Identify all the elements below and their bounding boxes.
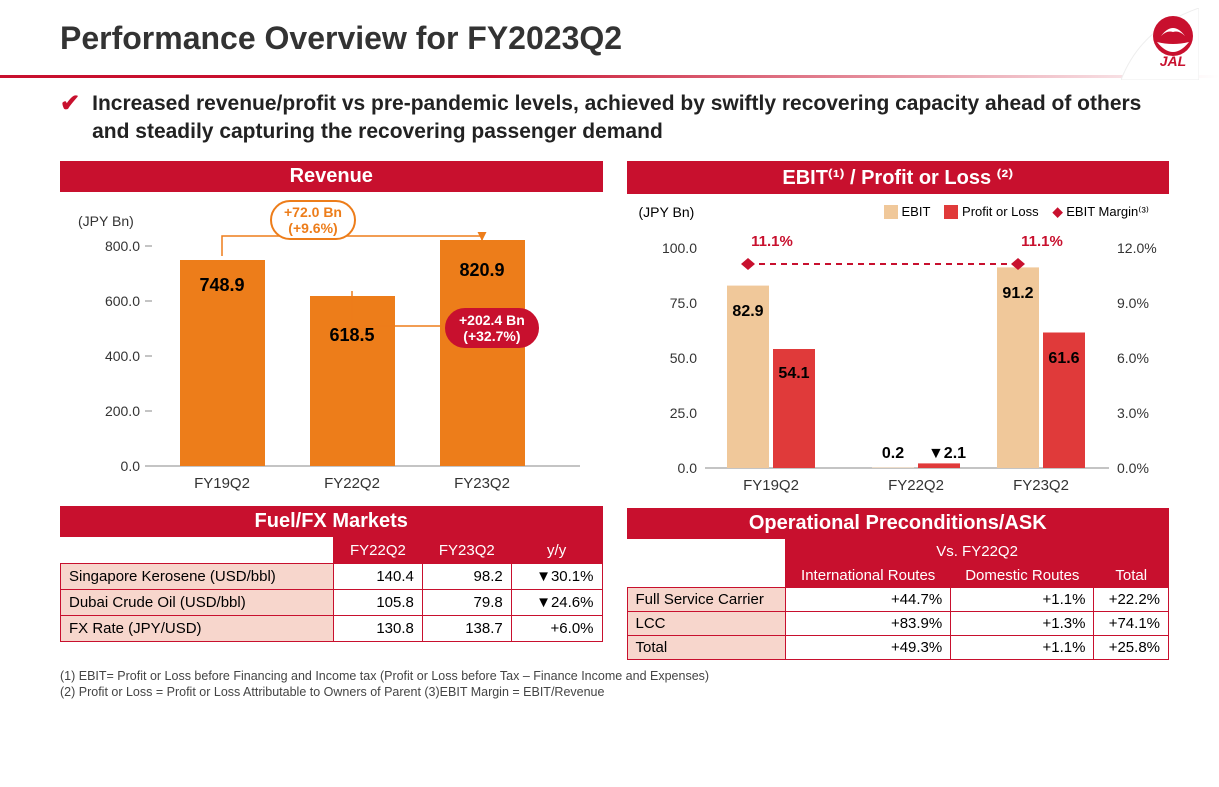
ebit-chart: (JPY Bn) EBIT Profit or Loss ◆ EBIT Marg… [627,198,1170,508]
svg-text:FY19Q2: FY19Q2 [194,475,250,492]
svg-text:FY19Q2: FY19Q2 [743,477,799,494]
summary-bullet: Increased revenue/profit vs pre-pandemic… [92,90,1169,147]
header-divider [0,75,1219,78]
svg-text:600.0: 600.0 [105,293,140,309]
svg-text:618.5: 618.5 [329,325,374,345]
svg-text:0.0: 0.0 [677,460,697,476]
svg-text:6.0%: 6.0% [1117,350,1149,366]
svg-text:12.0%: 12.0% [1117,240,1157,256]
svg-text:54.1: 54.1 [778,365,809,382]
svg-text:0.2: 0.2 [881,445,903,462]
svg-text:3.0%: 3.0% [1117,405,1149,421]
table-row: Singapore Kerosene (USD/bbl) 140.4 98.2 … [61,563,603,589]
svg-text:11.1%: 11.1% [751,233,793,250]
svg-text:75.0: 75.0 [669,295,696,311]
svg-text:400.0: 400.0 [105,348,140,364]
svg-text:100.0: 100.0 [661,240,696,256]
table-row: Dubai Crude Oil (USD/bbl) 105.8 79.8 ▼24… [61,589,603,615]
revenue-header: Revenue [60,161,603,192]
svg-text:820.9: 820.9 [459,260,504,280]
ask-table: Vs. FY22Q2 International Routes Domestic… [627,539,1170,660]
ebit-legend: EBIT Profit or Loss ◆ EBIT Margin⁽³⁾ [884,204,1149,220]
svg-text:FY22Q2: FY22Q2 [324,475,380,492]
svg-text:82.9: 82.9 [732,303,763,320]
svg-text:91.2: 91.2 [1002,285,1033,302]
revenue-chart: (JPY Bn) 0.0 200.0 400.0 600.0 800.0 [60,196,603,506]
ebit-unit-label: (JPY Bn) [639,204,695,220]
svg-text:11.1%: 11.1% [1021,233,1063,250]
fuel-header: Fuel/FX Markets [60,506,603,537]
footnotes: (1) EBIT= Profit or Loss before Financin… [60,668,1169,701]
table-row: Total +49.3% +1.1% +25.8% [627,635,1169,659]
table-row: FX Rate (JPY/USD) 130.8 138.7 +6.0% [61,615,603,641]
svg-text:748.9: 748.9 [199,275,244,295]
page-title: Performance Overview for FY2023Q2 [60,20,622,57]
fuel-table: FY22Q2 FY23Q2 y/y Singapore Kerosene (US… [60,537,603,642]
svg-text:(JPY Bn): (JPY Bn) [78,213,134,229]
svg-text:0.0: 0.0 [121,458,141,474]
svg-text:FY22Q2: FY22Q2 [888,477,944,494]
svg-text:50.0: 50.0 [669,350,696,366]
revenue-callout-2: +202.4 Bn (+32.7%) [445,308,539,348]
svg-text:25.0: 25.0 [669,405,696,421]
check-icon: ✔ [60,92,80,116]
jal-logo: JAL [1121,8,1199,85]
svg-text:JAL: JAL [1160,53,1186,69]
svg-text:200.0: 200.0 [105,403,140,419]
svg-text:0.0%: 0.0% [1117,460,1149,476]
svg-text:FY23Q2: FY23Q2 [454,475,510,492]
svg-text:9.0%: 9.0% [1117,295,1149,311]
revenue-callout-1: +72.0 Bn (+9.6%) [270,200,356,240]
ebit-header: EBIT⁽¹⁾ / Profit or Loss ⁽²⁾ [627,161,1170,194]
svg-text:FY23Q2: FY23Q2 [1013,477,1069,494]
svg-text:▼2.1: ▼2.1 [927,445,965,462]
svg-text:61.6: 61.6 [1048,350,1079,367]
ask-header: Operational Preconditions/ASK [627,508,1170,539]
svg-text:800.0: 800.0 [105,238,140,254]
table-row: Full Service Carrier +44.7% +1.1% +22.2% [627,587,1169,611]
table-row: LCC +83.9% +1.3% +74.1% [627,611,1169,635]
